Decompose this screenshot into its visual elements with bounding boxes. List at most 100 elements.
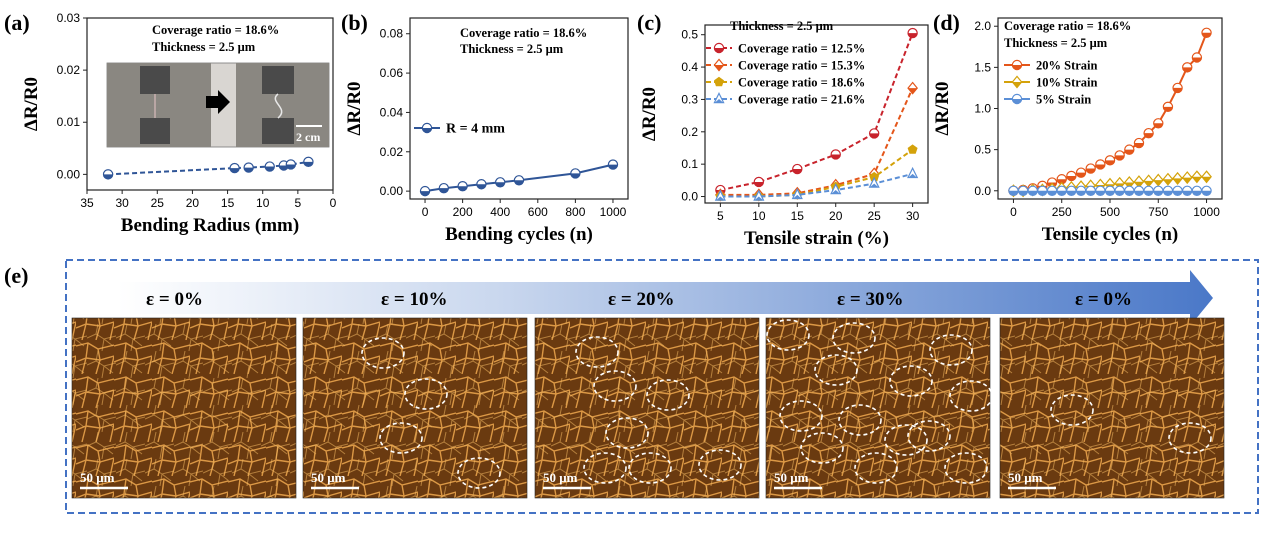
y-tick-label-d-4: 2.0 [974,19,991,33]
micrograph-texture-2 [303,318,527,498]
y-axis-label-d: ΔR/R0 [932,81,953,135]
x-tick-label-c-2: 15 [791,209,805,223]
x-tick-label-a-4: 15 [221,196,235,210]
point-d-0-12-fill [1124,149,1134,155]
strain-label-4: ε = 30% [837,289,903,310]
point-a-0-1-fill [230,168,240,173]
legend-marker-c-1-fill [714,65,724,71]
series-line-a-0 [108,160,309,176]
y-tick-label-d-2: 1.0 [974,102,991,116]
x-tick-label-a-5: 10 [256,196,270,210]
point-d-1-20-fill [1201,176,1212,183]
annotation-c-0: Thickness = 2.5 μm [730,19,834,33]
annotation-a-0: Coverage ratio = 18.6% [152,23,279,37]
crack-highlight-3-0 [575,336,619,368]
point-c-0-3-fill [831,154,841,160]
micrograph-texture-1 [72,318,296,498]
crack-highlight-4-4 [889,365,933,397]
x-tick-label-b-2: 400 [490,205,510,219]
point-b-0-4-fill [495,182,505,187]
point-c-3-1-fill [754,196,763,201]
legend-label-d-1: 10% Strain [1036,76,1098,90]
point-b-0-1-fill [439,188,449,193]
x-tick-label-a-0: 35 [80,196,94,210]
point-d-1-17-fill [1172,178,1183,185]
legend-label-d-0: 20% Strain [1036,59,1098,73]
y-tick-label-d-1: 0.5 [974,143,991,157]
legend-marker-d-0-fill [1012,65,1022,70]
crack-highlight-3-5 [628,452,672,484]
point-d-0-18-fill [1182,67,1192,72]
x-tick-label-c-3: 20 [829,209,843,223]
y-axis-label-a: ΔR/R0 [21,77,42,131]
crack-highlight-5-1 [1168,422,1212,454]
point-c-3-2-fill [793,194,802,199]
point-d-2-4-fill [1047,190,1057,196]
annotation-b-0: Coverage ratio = 18.6% [460,26,587,40]
crack-highlight-4-2 [929,334,973,366]
y-tick-label-b-2: 0.04 [380,105,404,119]
panel-label-a: (a) [4,10,30,35]
micrograph-texture-3 [535,318,759,498]
panel-label-b: (b) [341,10,368,35]
series-line-d-0 [1013,32,1208,192]
legend-label-c-1: Coverage ratio = 15.3% [738,59,865,73]
point-c-0-2-fill [792,169,802,174]
crack-highlight-4-0 [766,319,810,351]
point-d-2-20-fill [1201,190,1212,196]
point-c-3-3-fill [831,190,840,194]
y-tick-label-a-1: 0.01 [57,115,81,129]
point-d-0-13-fill [1134,143,1144,148]
y-tick-label-a-0: 0.00 [57,167,81,181]
y-tick-label-a-3: 0.03 [57,11,81,25]
scale-bar-label-2: 50 μm [311,470,346,485]
legend-label-c-2: Coverage ratio = 18.6% [738,76,865,90]
y-tick-label-b-4: 0.08 [380,27,404,41]
point-a-0-2-fill [244,167,254,173]
legend-marker-d-2-fill [1012,99,1022,104]
legend-label-c-3: Coverage ratio = 21.6% [738,93,865,107]
x-tick-label-a-1: 30 [115,196,129,210]
crack-highlight-3-4 [583,452,627,484]
legend-marker-b-0-fill [422,128,432,133]
point-d-2-18-fill [1182,190,1192,196]
x-tick-label-c-0: 5 [717,209,724,223]
point-d-2-2-fill [1028,190,1038,196]
legend-label-d-2: 5% Strain [1036,93,1091,107]
micrograph-border-4 [765,317,991,499]
y-tick-label-c-3: 0.3 [681,92,698,106]
x-tick-label-d-4: 1000 [1193,205,1220,219]
point-d-0-6-fill [1066,175,1076,181]
x-tick-label-d-1: 250 [1052,205,1072,219]
annotation-d-0: Coverage ratio = 18.6% [1004,19,1131,33]
point-d-2-3-fill [1037,190,1048,196]
strain-label-2: ε = 10% [381,289,447,310]
point-d-2-13-fill [1134,190,1144,196]
y-axis-label-c: ΔR/R0 [639,87,660,141]
x-tick-label-b-3: 600 [528,205,548,219]
x-tick-label-d-0: 0 [1010,205,1017,219]
y-tick-label-c-0: 0.0 [681,190,698,204]
point-d-0-7-fill [1076,172,1086,178]
panel-label-e: (e) [4,263,28,288]
point-d-0-11-fill [1115,155,1125,160]
scale-bar-label-1: 50 μm [80,470,115,485]
scale-bar-label-3: 50 μm [543,470,578,485]
point-d-0-16-fill [1163,106,1173,112]
x-tick-label-b-1: 200 [453,205,473,219]
legend-marker-c-0-fill [714,48,724,53]
x-tick-label-c-4: 25 [867,209,881,223]
micrograph-texture-4 [766,318,990,498]
x-tick-label-a-2: 25 [151,196,165,210]
point-d-2-12-fill [1124,190,1134,196]
point-d-2-5-fill [1057,190,1067,196]
crack-highlight-2-2 [379,422,423,454]
crack-highlight-3-1 [593,370,637,402]
strain-label-1: ε = 0% [146,289,203,310]
annotation-b-1: Thickness = 2.5 μm [460,42,564,56]
panel-label-c: (c) [637,10,661,35]
point-c-2-5 [907,144,918,154]
y-tick-label-c-4: 0.4 [681,60,698,74]
x-axis-label-b: Bending cycles (n) [445,224,593,245]
panel-e-frame [65,259,1259,514]
